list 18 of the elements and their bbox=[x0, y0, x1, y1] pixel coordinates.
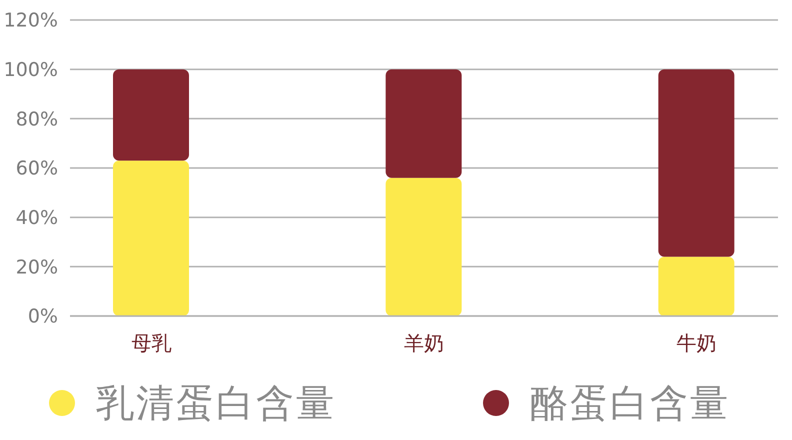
y-tick-label: 20% bbox=[16, 256, 58, 278]
y-tick-label: 40% bbox=[16, 207, 58, 230]
legend-label: 乳清蛋白含量 bbox=[96, 381, 336, 425]
y-tick-label: 120% bbox=[4, 10, 58, 32]
x-tick-label: 母乳 bbox=[131, 331, 172, 356]
y-tick-label: 0% bbox=[28, 306, 58, 328]
bar bbox=[113, 69, 189, 161]
y-tick-label: 60% bbox=[16, 158, 58, 180]
x-tick-label: 牛奶 bbox=[676, 331, 717, 356]
bar bbox=[658, 69, 734, 257]
y-tick-label: 80% bbox=[16, 108, 58, 130]
bar bbox=[386, 69, 462, 178]
legend-label: 酪蛋白含量 bbox=[530, 381, 730, 425]
y-tick-label: 100% bbox=[4, 59, 58, 82]
bar bbox=[113, 160, 189, 316]
bar bbox=[658, 256, 734, 316]
bar bbox=[386, 178, 462, 316]
x-tick-label: 羊奶 bbox=[404, 331, 444, 356]
